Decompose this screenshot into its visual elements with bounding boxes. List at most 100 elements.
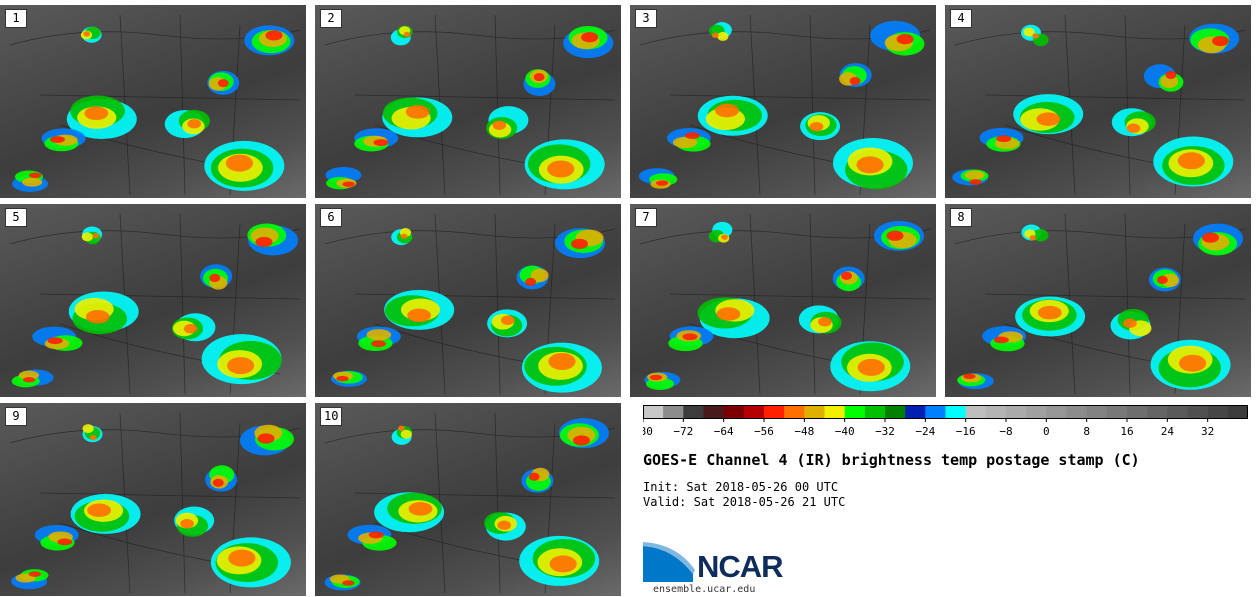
colorbar-tick-label: 0 — [1043, 425, 1050, 438]
cloud-cell — [225, 154, 254, 172]
member-panel-5: 5 — [0, 204, 306, 397]
colorbar-bin — [824, 405, 845, 418]
cloud-cell — [649, 374, 663, 381]
colorbar-bin — [1147, 405, 1168, 418]
colorbar-tick-label: −32 — [875, 425, 895, 438]
cloud-cell — [533, 73, 545, 82]
cloud-cell — [1157, 275, 1168, 284]
member-panel-4: 4 — [945, 5, 1251, 198]
colorbar-bin — [844, 405, 866, 418]
cloud-cell — [500, 315, 515, 326]
colorbar-bin — [1106, 405, 1128, 418]
colorbar-bin — [1066, 405, 1087, 418]
colorbar-bin — [1046, 405, 1067, 418]
cloud-cell — [886, 230, 904, 241]
colorbar-tick-label: 8 — [1083, 425, 1090, 438]
cloud-cell — [217, 79, 229, 88]
colorbar-bin — [864, 405, 886, 418]
cloud-cell — [257, 433, 275, 444]
cloud-cell — [89, 434, 97, 441]
satellite-image — [324, 412, 616, 594]
colorbar-bin — [925, 405, 946, 418]
init-time: Sat 2018-05-26 00 UTC — [686, 480, 839, 494]
colorbar-tick-label: −8 — [999, 425, 1012, 438]
member-number: 4 — [950, 9, 972, 28]
cloud-cell — [405, 105, 430, 119]
member-number: 3 — [635, 9, 657, 28]
cloud-cell — [400, 429, 412, 439]
cloud-cell — [1023, 27, 1035, 37]
cloud-cell — [371, 340, 387, 348]
cloud-cell — [896, 34, 914, 45]
cloud-cell — [1029, 235, 1037, 241]
cloud-cell — [82, 424, 94, 434]
cloud-cell — [85, 309, 110, 324]
valid-time-line: Valid: Sat 2018-05-26 21 UTC — [643, 495, 845, 509]
cloud-cell — [1212, 35, 1230, 47]
cloud-cell — [857, 358, 885, 376]
colorbar-tick-label: −48 — [794, 425, 814, 438]
cloud-cell — [22, 177, 43, 187]
cloud-cell — [180, 518, 194, 529]
colorbar-bin — [743, 405, 765, 418]
cloud-cell — [373, 139, 389, 146]
cloud-cell — [83, 31, 91, 37]
cloud-cell — [1126, 123, 1141, 134]
member-number: 5 — [5, 208, 27, 227]
colorbar-tick-label: −72 — [673, 425, 693, 438]
satellite-image — [952, 14, 1246, 196]
colorbar-tick-label: 32 — [1201, 425, 1214, 438]
cloud-cell — [717, 31, 729, 41]
cloud-cell — [368, 531, 384, 539]
colorbar-bin — [683, 405, 704, 418]
cloud-cell — [342, 181, 355, 187]
cloud-cell — [573, 435, 591, 446]
member-number: 7 — [635, 208, 657, 227]
cloud-cell — [228, 549, 256, 567]
cloud-cell — [22, 377, 36, 383]
cloud-cell — [403, 31, 411, 38]
cloud-cell — [1032, 33, 1039, 39]
cloud-cell — [996, 135, 1012, 143]
satellite-image — [9, 213, 301, 395]
colorbar-bin — [1227, 405, 1248, 418]
colorbar-bin — [804, 405, 825, 418]
colorbar-outline — [643, 405, 1248, 419]
cloud-cell — [1177, 152, 1205, 170]
cloud-cell — [57, 538, 73, 546]
website-url: ensemble.ucar.edu — [653, 584, 756, 595]
cloud-cell — [655, 180, 669, 186]
cloud-cell — [492, 120, 507, 130]
cloud-cell — [711, 32, 719, 38]
colorbar-bin — [1187, 405, 1208, 418]
cloud-cell — [1036, 112, 1061, 126]
cloud-cell — [408, 502, 433, 516]
cloud-cell — [525, 277, 537, 286]
colorbar-bin — [1086, 405, 1108, 418]
member-panel-6: 6 — [315, 204, 621, 397]
member-number: 9 — [5, 407, 27, 426]
colorbar-bin — [663, 405, 684, 418]
cloud-cell — [1202, 232, 1220, 243]
cloud-cell — [849, 76, 861, 86]
cloud-cell — [682, 333, 698, 341]
cloud-cell — [841, 271, 853, 280]
colorbar-tick-label: −40 — [835, 425, 855, 438]
cloud-cell — [818, 316, 832, 327]
member-number: 10 — [320, 407, 343, 426]
cloud-cell — [84, 106, 109, 121]
satellite-image — [324, 213, 616, 395]
satellite-image — [638, 14, 931, 196]
colorbar-tick-label: −80 — [643, 425, 653, 438]
init-time-line: Init: Sat 2018-05-26 00 UTC — [643, 480, 838, 494]
cloud-cell — [398, 425, 405, 431]
cloud-cell — [366, 329, 392, 341]
cloud-cell — [497, 520, 511, 531]
colorbar-bin — [945, 405, 966, 418]
cloud-cell — [571, 238, 589, 249]
colorbar-tick-label: −24 — [915, 425, 935, 438]
cloud-cell — [549, 555, 577, 573]
cloud-cell — [672, 136, 698, 149]
satellite-image — [324, 14, 616, 196]
